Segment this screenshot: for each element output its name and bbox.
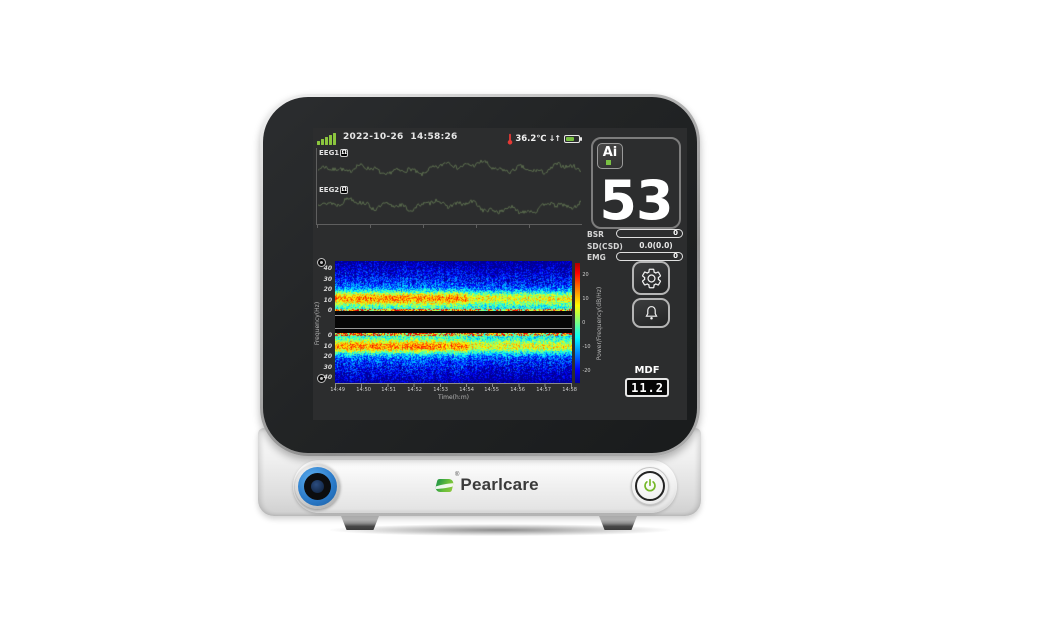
ai-index-panel: Ai 53 [591,137,681,229]
time-tick: 14:56 [510,386,526,393]
registered-mark: ® [455,472,460,478]
alarm-button[interactable] [632,298,670,328]
power-button-ring [635,471,665,501]
ai-badge-icon: Ai [597,143,623,169]
time-tick: 14:55 [484,386,500,393]
emg-value: 0 [616,252,683,261]
colorbar-label: Power/Frequency(dB/Hz) [596,286,604,361]
ai-green-dot [606,160,611,165]
time-axis-ticks: 14:49 14:50 14:51 14:52 14:53 14:54 14:55 14:56… [329,386,578,393]
device-foot-left [339,513,381,530]
power-icon [644,478,656,492]
frequency-tick: 0 [327,332,332,339]
colorbar-tick: 0 [582,320,586,326]
rotary-knob[interactable] [295,464,340,509]
frequency-tick: 0 [327,307,332,315]
time-tick: 14:49 [330,386,345,393]
frequency-tick: 30 [323,363,332,371]
floor-shadow [330,524,670,536]
status-right-group: 36.2℃ ↓↑ [507,132,583,145]
temp-trend-arrows-icon: ↓↑ [548,134,561,143]
sd-csd-label: SD(CSD) [587,241,623,251]
bsr-value: 0 [616,229,683,238]
depth-index-value: 53 [599,168,673,232]
time-axis-label: Time(h:m) [437,394,470,401]
eeg-waveform-panel: EEG1 Ω EEG2 Ω [316,148,582,228]
emg-row: EMG 0 [587,252,683,262]
datetime: 2022-10-26 14:58:26 [343,132,458,142]
frequency-tick: 10 [323,296,332,304]
power-button[interactable] [631,467,669,505]
frequency-tick: 20 [323,353,332,361]
time-tick: 14:52 [407,386,423,393]
frequency-tick: 20 [323,286,332,294]
gear-icon [641,268,661,288]
eeg2-waveform-canvas [318,193,581,219]
time-tick: 14:58 [561,386,577,393]
spectrogram-lower-canvas [335,333,572,383]
spectrogram-ch1-icon [317,258,326,267]
time-tick: 14:57 [536,386,551,393]
spectrogram-separator [335,311,572,333]
time-axis-line [335,383,572,387]
sd-csd-value: 0.0(0.0) [639,241,673,250]
temperature-value: 36.2℃ [515,133,547,144]
mdf-display: 11.2 [625,378,669,397]
screen-content: 2022-10-26 14:58:26 36.2℃ ↓↑ EEG1 Ω [313,128,687,420]
knob-center [311,480,324,493]
spectrogram-ch2-icon [317,374,326,383]
time-tick: 14:50 [356,386,371,393]
frequency-tick: 40 [323,265,332,272]
thermometer-icon [508,133,513,145]
screen-bezel: 2022-10-26 14:58:26 36.2℃ ↓↑ EEG1 Ω [260,94,700,456]
frequency-tick: 30 [323,275,332,283]
frequency-tick: 10 [323,342,332,350]
screen-glass: 2022-10-26 14:58:26 36.2℃ ↓↑ EEG1 Ω [263,97,697,453]
brand-name: Pearlcare [460,475,539,494]
spectrogram-upper-canvas [335,261,572,311]
bsr-label: BSR [587,229,604,239]
front-panel-strip [293,460,677,513]
battery-icon [564,134,582,143]
bell-icon [644,305,658,320]
device-foot-right [597,513,639,530]
frequency-tick: 40 [323,374,332,382]
power-colorbar [575,263,580,383]
colorbar-tick: 20 [582,272,589,278]
time-tick: 14:53 [433,386,448,393]
emg-label: EMG [587,252,606,262]
brand-logo: ® Pearlcare [434,472,546,498]
colorbar-tick: -10 [582,344,591,350]
brand-leaf-icon [434,478,455,492]
signal-bars-icon [317,133,337,145]
bsr-row: BSR 0 [587,229,683,239]
time-tick: 14:51 [381,386,397,393]
eeg1-waveform-canvas [318,156,581,182]
colorbar-tick: 10 [582,296,589,302]
settings-button[interactable] [632,261,670,295]
time-tick: 14:54 [458,386,474,393]
colorbar-tick: -20 [582,368,591,374]
mdf-label: MDF [634,365,660,376]
sd-csd-row: SD(CSD) 0.0(0.0) [587,241,683,251]
